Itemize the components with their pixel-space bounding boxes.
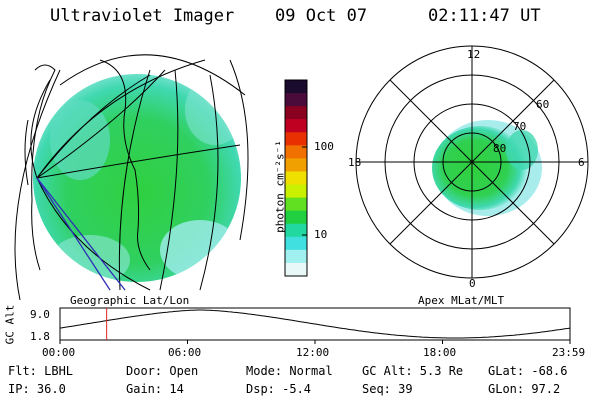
geo-grid-line: [36, 177, 151, 291]
mlat-label-70: 70: [513, 120, 527, 133]
colorbar-swatch: [285, 171, 307, 186]
door-readout: Door: Open: [126, 364, 199, 378]
geo-grid-line: [36, 59, 206, 179]
colorbar-swatch: [285, 93, 307, 107]
image-date: 09 Oct 07: [275, 6, 368, 26]
geo-emission-region: [33, 74, 241, 282]
geo-grid-line: [159, 69, 179, 291]
timeline-y-label: GC Alt: [3, 304, 17, 345]
colorbar-unit-label: photon cm⁻²s⁻¹: [273, 140, 287, 233]
geo-grid-line: [199, 74, 219, 291]
timeline-x-tick: 23:59: [552, 346, 586, 359]
colorbar-tick-100: 100: [314, 140, 334, 153]
geo-grid-line: [229, 59, 249, 241]
instrument-title: Ultraviolet Imager: [50, 6, 235, 26]
gc-alt-readout: GC Alt: 5.3 Re: [362, 364, 464, 378]
colorbar-swatch: [285, 249, 307, 264]
coastline: [31, 64, 56, 271]
altitude-curve: [59, 309, 571, 339]
glon-readout: GLon: 97.2: [488, 382, 561, 396]
mlat-label-80: 80: [493, 142, 507, 155]
mlt-label-6: 6: [578, 156, 585, 169]
timeline-y-tick-max: 9.0: [30, 308, 50, 321]
ip-readout: IP: 36.0: [8, 382, 66, 396]
polar-panel-label: Apex MLat/MLT: [418, 294, 505, 307]
colorbar-swatch: [285, 145, 307, 159]
geo-grid-line: [14, 69, 61, 300]
geo-grid-line: [36, 69, 166, 179]
mode-readout: Mode: Normal: [246, 364, 333, 378]
coastline: [99, 59, 151, 271]
geo-grid-line: [30, 79, 51, 179]
coastline: [24, 119, 29, 186]
geo-grid-line: [118, 69, 151, 291]
geo-panel-label: Geographic Lat/Lon: [70, 294, 190, 307]
colorbar-swatch: [285, 158, 307, 172]
gain-readout: Gain: 14: [126, 382, 184, 396]
glat-readout: GLat: -68.6: [488, 364, 568, 378]
timeline-x-tick: 18:00: [423, 346, 457, 359]
colorbar-tick-10: 10: [314, 228, 328, 241]
colorbar-swatch: [285, 184, 307, 199]
polar-meridian-diagonal: [389, 79, 555, 245]
mlt-label-0: 0: [469, 277, 476, 290]
colorbar-swatch: [285, 119, 307, 133]
filter-readout: Flt: LBHL: [8, 364, 74, 378]
geo-grid-line: [36, 144, 241, 179]
timeline-x-tick: 00:00: [42, 346, 76, 359]
mlat-label-60: 60: [536, 98, 550, 111]
colorbar-swatch: [285, 210, 307, 225]
colorbar-swatch: [285, 197, 307, 212]
colorbar-swatch: [285, 236, 307, 251]
timeline-y-tick-min: 1.8: [30, 330, 50, 343]
dsp-readout: Dsp: -5.4: [246, 382, 312, 396]
color-scale-bar: [284, 79, 308, 277]
terminator-line: [36, 177, 126, 291]
colorbar-swatch: [285, 262, 307, 277]
colorbar-swatch: [285, 80, 307, 94]
polar-plot: [355, 45, 589, 279]
mlt-label-18: 18: [348, 156, 362, 169]
colorbar-swatch: [285, 106, 307, 120]
colorbar-swatch: [285, 132, 307, 146]
colorbar-swatch: [285, 223, 307, 238]
seq-readout: Seq: 39: [362, 382, 413, 396]
altitude-timeline: [59, 307, 571, 344]
timeline-x-tick: 12:00: [296, 346, 330, 359]
mlt-label-12: 12: [467, 48, 481, 61]
timeline-x-tick: 06:00: [168, 346, 202, 359]
geo-grid-line: [59, 54, 246, 96]
polar-emission-region: [432, 126, 528, 210]
image-time: 02:11:47 UT: [428, 6, 541, 26]
geographic-map: [14, 54, 249, 300]
